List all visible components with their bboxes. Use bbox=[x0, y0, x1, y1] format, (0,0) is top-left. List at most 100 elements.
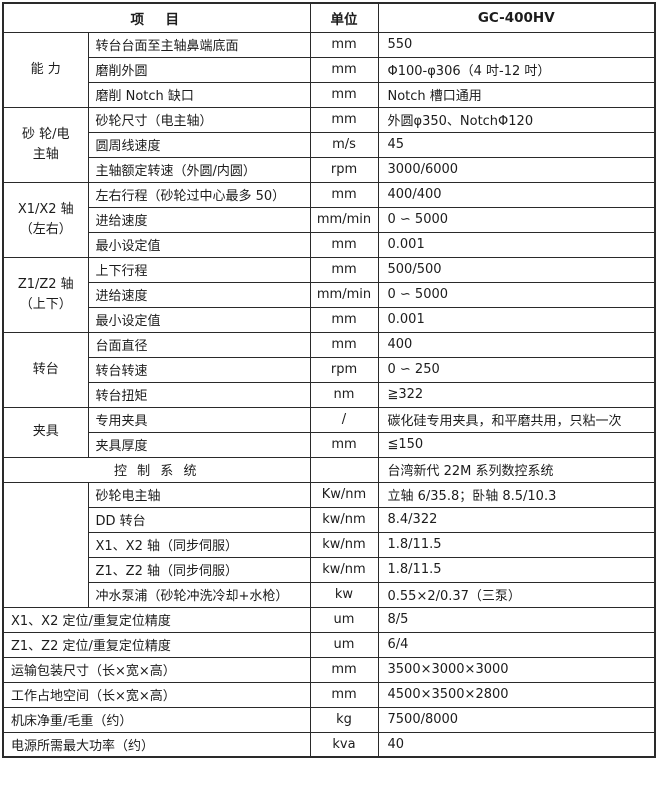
table-row: 圆周线速度 m/s 45 bbox=[3, 131, 656, 158]
table-row: 转台转速 rpm 0 ∽ 250 bbox=[3, 356, 656, 383]
table-row: Z1、Z2 定位/重复定位精度 um 6/4 bbox=[2, 631, 656, 658]
item-cell: 转台台面至主轴鼻端底面 bbox=[87, 31, 311, 58]
item-cell: 上下行程 bbox=[87, 256, 311, 283]
unit-cell: mm bbox=[309, 106, 379, 133]
table-row: 进给速度 mm/min 0 ∽ 5000 bbox=[3, 281, 656, 308]
unit-cell: mm bbox=[309, 231, 379, 258]
item-cell: 进给速度 bbox=[87, 281, 311, 308]
unit-cell: kw/nm bbox=[309, 556, 379, 583]
item-cell: 最小设定值 bbox=[87, 231, 311, 258]
value-cell: 1.8/11.5 bbox=[377, 556, 656, 583]
unit-cell: mm/min bbox=[309, 206, 379, 233]
value-cell: 6/4 bbox=[377, 631, 656, 658]
unit-cell: nm bbox=[309, 381, 379, 408]
item-cell: 转台扭矩 bbox=[87, 381, 311, 408]
unit-cell: mm bbox=[309, 56, 379, 83]
value-cell: 1.8/11.5 bbox=[377, 531, 656, 558]
table-row: 转台 台面直径 mm 400 bbox=[2, 331, 656, 408]
table-row: Z1、Z2 轴（同步伺服） kw/nm 1.8/11.5 bbox=[3, 556, 656, 583]
item-cell-control-system: 控 制 系 统 bbox=[2, 456, 311, 483]
table-row: X1、X2 轴（同步伺服） kw/nm 1.8/11.5 bbox=[3, 531, 656, 558]
group-cell-power-blank bbox=[2, 481, 89, 608]
group-cell-fixture: 夹具 bbox=[2, 406, 89, 458]
value-cell: 400 bbox=[377, 331, 656, 358]
item-cell: 左右行程（砂轮过中心最多 50） bbox=[87, 181, 311, 208]
table-row: Z1/Z2 轴 （上下） 上下行程 mm 500/500 bbox=[2, 256, 656, 333]
value-cell: 0 ∽ 5000 bbox=[377, 206, 656, 233]
table-row: 进给速度 mm/min 0 ∽ 5000 bbox=[3, 206, 656, 233]
unit-cell: kva bbox=[309, 731, 379, 758]
value-cell: 45 bbox=[377, 131, 656, 158]
group-cell-turntable: 转台 bbox=[2, 331, 89, 408]
unit-cell: mm bbox=[309, 331, 379, 358]
item-cell: 砂轮尺寸（电主轴） bbox=[87, 106, 311, 133]
table-row: 转台扭矩 nm ≧322 bbox=[3, 381, 656, 408]
item-cell: 冲水泵浦（砂轮冲洗冷却+水枪） bbox=[87, 581, 311, 608]
unit-cell: kg bbox=[309, 706, 379, 733]
unit-cell: mm bbox=[309, 656, 379, 683]
unit-cell: Kw/nm bbox=[309, 481, 379, 508]
item-cell: 磨削外圆 bbox=[87, 56, 311, 83]
item-cell: 主轴额定转速（外圆/内圆） bbox=[87, 156, 311, 183]
item-cell: 进给速度 bbox=[87, 206, 311, 233]
unit-cell: m/s bbox=[309, 131, 379, 158]
value-cell: Φ100-φ306（4 吋-12 吋） bbox=[377, 56, 656, 83]
unit-cell: rpm bbox=[309, 156, 379, 183]
value-cell: 3000/6000 bbox=[377, 156, 656, 183]
unit-cell: mm bbox=[309, 256, 379, 283]
table-row: 冲水泵浦（砂轮冲洗冷却+水枪） kw 0.55×2/0.37（三泵） bbox=[3, 581, 656, 608]
unit-cell: kw/nm bbox=[309, 531, 379, 558]
value-cell: 3500×3000×3000 bbox=[377, 656, 656, 683]
item-cell: 转台转速 bbox=[87, 356, 311, 383]
table-row: 主轴额定转速（外圆/内圆） rpm 3000/6000 bbox=[3, 156, 656, 183]
value-cell: 0.55×2/0.37（三泵） bbox=[377, 581, 656, 608]
group-cell-z1z2-axis: Z1/Z2 轴 （上下） bbox=[2, 256, 89, 333]
item-cell: 运输包装尺寸（长×宽×高） bbox=[2, 656, 311, 683]
item-cell: 砂轮电主轴 bbox=[87, 481, 311, 508]
item-cell: DD 转台 bbox=[87, 506, 311, 533]
value-cell: 0.001 bbox=[377, 231, 656, 258]
item-cell: Z1、Z2 轴（同步伺服） bbox=[87, 556, 311, 583]
item-cell: X1、X2 定位/重复定位精度 bbox=[2, 606, 311, 633]
group-cell-x1x2-axis: X1/X2 轴 （左右） bbox=[2, 181, 89, 258]
value-cell: 7500/8000 bbox=[377, 706, 656, 733]
table-row: 运输包装尺寸（长×宽×高） mm 3500×3000×3000 bbox=[2, 656, 656, 683]
unit-cell: mm bbox=[309, 31, 379, 58]
table-row: X1、X2 定位/重复定位精度 um 8/5 bbox=[2, 606, 656, 633]
header-item: 项 目 bbox=[2, 2, 311, 33]
table-row: 磨削 Notch 缺口 mm Notch 槽口通用 bbox=[3, 81, 656, 108]
value-cell: ≦150 bbox=[377, 431, 656, 458]
unit-cell: um bbox=[309, 606, 379, 633]
item-cell: 圆周线速度 bbox=[87, 131, 311, 158]
table-row: 砂 轮/电 主轴 砂轮尺寸（电主轴） mm 外圆φ350、NotchΦ120 bbox=[2, 106, 656, 183]
table-row: 最小设定值 mm 0.001 bbox=[3, 306, 656, 333]
value-cell: 0.001 bbox=[377, 306, 656, 333]
header-unit: 单位 bbox=[309, 2, 379, 33]
unit-cell: kw bbox=[309, 581, 379, 608]
table-row: 能 力 转台台面至主轴鼻端底面 mm 550 bbox=[2, 31, 656, 108]
unit-cell: rpm bbox=[309, 356, 379, 383]
unit-cell: kw/nm bbox=[309, 506, 379, 533]
table-row: 控 制 系 统 台湾新代 22M 系列数控系统 bbox=[2, 456, 656, 483]
unit-cell: um bbox=[309, 631, 379, 658]
value-cell: 碳化硅专用夹具，和平磨共用，只粘一次 bbox=[377, 406, 656, 433]
spec-table: 项 目 单位 GC-400HV 能 力 转台台面至主轴鼻端底面 mm 550 磨… bbox=[2, 2, 656, 758]
value-cell: 4500×3500×2800 bbox=[377, 681, 656, 708]
item-cell: 磨削 Notch 缺口 bbox=[87, 81, 311, 108]
unit-cell bbox=[309, 456, 379, 483]
value-cell: 8/5 bbox=[377, 606, 656, 633]
table-row: 夹具 专用夹具 / 碳化硅专用夹具，和平磨共用，只粘一次 bbox=[2, 406, 656, 458]
unit-cell: mm bbox=[309, 431, 379, 458]
table-row: 最小设定值 mm 0.001 bbox=[3, 231, 656, 258]
item-cell: Z1、Z2 定位/重复定位精度 bbox=[2, 631, 311, 658]
unit-cell: mm bbox=[309, 681, 379, 708]
value-cell: 8.4/322 bbox=[377, 506, 656, 533]
item-cell: 工作占地空间（长×宽×高） bbox=[2, 681, 311, 708]
table-row: X1/X2 轴 （左右） 左右行程（砂轮过中心最多 50） mm 400/400 bbox=[2, 181, 656, 258]
table-row: 砂轮电主轴 Kw/nm 立轴 6/35.8；卧轴 8.5/10.3 bbox=[2, 481, 656, 608]
item-cell: 夹具厚度 bbox=[87, 431, 311, 458]
unit-cell: / bbox=[309, 406, 379, 433]
value-cell: 外圆φ350、NotchΦ120 bbox=[377, 106, 656, 133]
value-cell: 400/400 bbox=[377, 181, 656, 208]
